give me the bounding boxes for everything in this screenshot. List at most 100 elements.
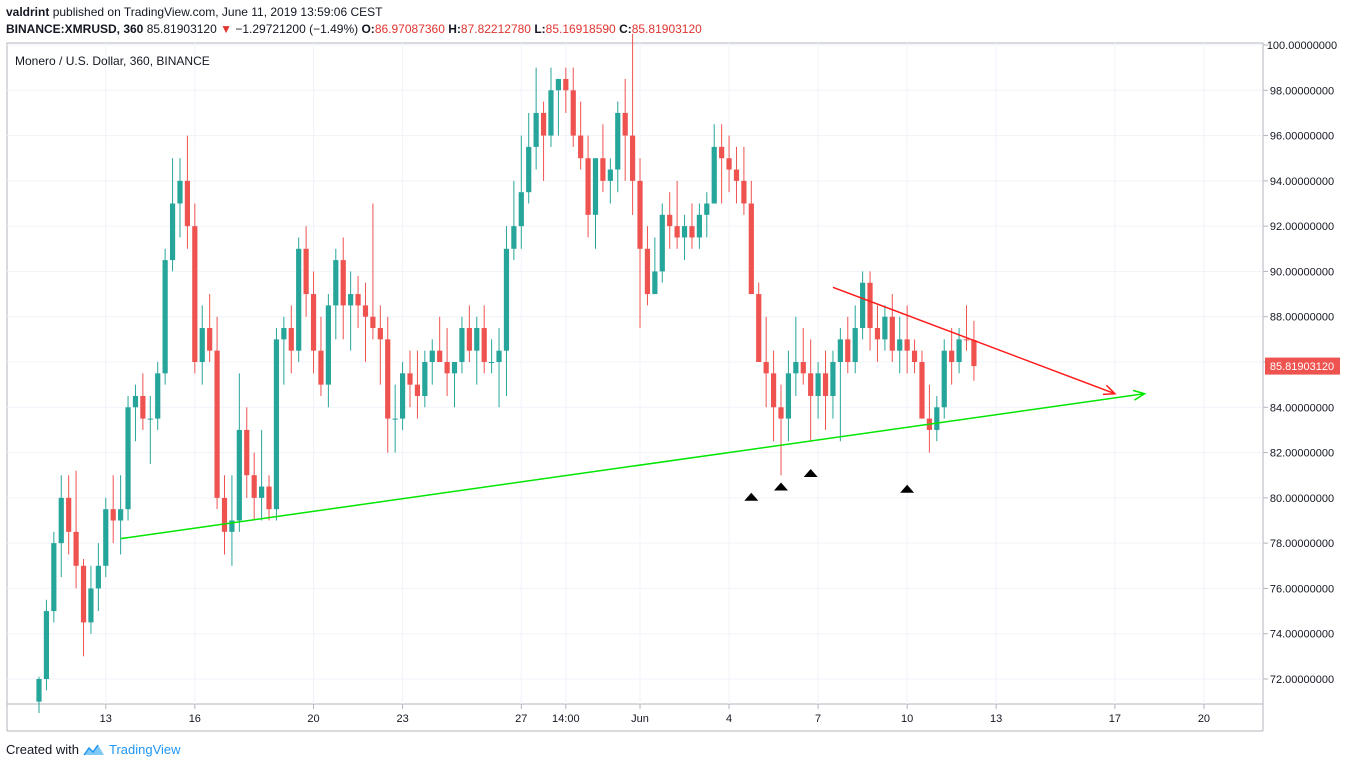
candle-body-up[interactable]: [422, 362, 428, 396]
candle-body-down[interactable]: [481, 328, 487, 362]
candle-body-up[interactable]: [88, 588, 94, 623]
candle-body-up[interactable]: [837, 339, 843, 362]
support-trendline[interactable]: [120, 392, 1145, 540]
candle-body-down[interactable]: [949, 350, 955, 362]
candle-body-up[interactable]: [704, 203, 710, 215]
candle-body-up[interactable]: [830, 362, 836, 396]
candle-body-up[interactable]: [496, 350, 502, 362]
candle-body-up[interactable]: [503, 248, 510, 351]
candle-body-down[interactable]: [763, 362, 769, 374]
candle-body-down[interactable]: [251, 475, 257, 498]
candle-body-up[interactable]: [897, 339, 903, 351]
candle-body-up[interactable]: [392, 418, 398, 420]
candle-body-up[interactable]: [58, 497, 64, 544]
candle-body-down[interactable]: [600, 158, 606, 181]
candle-body-down[interactable]: [904, 339, 910, 351]
candle-body-down[interactable]: [437, 350, 443, 362]
candle-body-up[interactable]: [296, 248, 302, 351]
candle-body-down[interactable]: [630, 135, 636, 181]
candle-body-up[interactable]: [860, 282, 866, 329]
candle-body-down[interactable]: [644, 248, 651, 295]
candle-body-down[interactable]: [207, 328, 213, 351]
candle-body-down[interactable]: [570, 90, 576, 136]
candle-body-up[interactable]: [555, 78, 561, 91]
candle-body-up[interactable]: [169, 203, 176, 261]
candle-body-down[interactable]: [340, 260, 346, 306]
candle-body-down[interactable]: [303, 248, 309, 295]
candle-body-down[interactable]: [756, 294, 762, 362]
candle-body-down[interactable]: [778, 407, 784, 419]
candle-body-up[interactable]: [518, 192, 524, 227]
candle-body-up[interactable]: [162, 260, 168, 374]
candle-body-up[interactable]: [429, 350, 435, 362]
candle-body-down[interactable]: [578, 135, 584, 159]
candle-body-up[interactable]: [459, 328, 465, 362]
candle-body-down[interactable]: [563, 78, 569, 91]
candle-body-up[interactable]: [36, 679, 42, 702]
candle-body-down[interactable]: [733, 169, 740, 181]
candle-body-up[interactable]: [199, 328, 205, 362]
candle-body-up[interactable]: [333, 260, 339, 306]
tradingview-brand[interactable]: TradingView: [108, 742, 181, 757]
candle-body-down[interactable]: [889, 316, 895, 351]
candle-body-down[interactable]: [770, 373, 777, 408]
candle-body-up[interactable]: [815, 373, 821, 396]
candle-body-down[interactable]: [310, 294, 317, 351]
candle-body-down[interactable]: [192, 226, 198, 362]
candle-body-up[interactable]: [548, 90, 554, 136]
author-name[interactable]: valdrint: [6, 5, 50, 19]
candle-body-up[interactable]: [882, 316, 888, 340]
candle-body-up[interactable]: [659, 214, 665, 272]
candle-body-down[interactable]: [822, 373, 829, 396]
candle-body-down[interactable]: [971, 340, 977, 367]
candle-body-down[interactable]: [540, 112, 547, 136]
candle-body-up[interactable]: [147, 418, 153, 420]
candle-body-down[interactable]: [667, 214, 673, 227]
candle-body-up[interactable]: [934, 407, 940, 430]
candle-body-down[interactable]: [370, 316, 376, 329]
candle-body-down[interactable]: [184, 180, 190, 227]
candle-body-up[interactable]: [474, 328, 480, 351]
candle-body-down[interactable]: [622, 112, 628, 136]
candle-body-up[interactable]: [155, 373, 161, 419]
candle-body-down[interactable]: [110, 509, 116, 521]
candle-body-up[interactable]: [177, 180, 183, 204]
candle-body-up[interactable]: [681, 226, 688, 238]
candle-body-up[interactable]: [236, 429, 242, 521]
candle-body-up[interactable]: [95, 565, 101, 589]
candle-body-down[interactable]: [637, 180, 643, 249]
candle-body-up[interactable]: [132, 395, 139, 408]
resistance-trendline[interactable]: [832, 286, 1116, 395]
candle-body-down[interactable]: [244, 429, 250, 476]
candle-body-down[interactable]: [73, 531, 79, 566]
candle-body-down[interactable]: [318, 350, 324, 385]
candle-body-up[interactable]: [785, 373, 792, 419]
candle-body-down[interactable]: [66, 497, 72, 532]
candle-body-down[interactable]: [726, 158, 732, 170]
candle-body-up[interactable]: [451, 362, 458, 374]
candle-body-up[interactable]: [526, 146, 532, 193]
candle-body-up[interactable]: [118, 509, 124, 521]
candle-body-down[interactable]: [911, 350, 918, 362]
candle-body-down[interactable]: [845, 339, 851, 362]
candle-body-down[interactable]: [407, 373, 413, 385]
candle-body-down[interactable]: [585, 158, 591, 215]
candle-body-down[interactable]: [385, 339, 391, 419]
candle-body-up[interactable]: [793, 362, 799, 374]
candle-body-up[interactable]: [103, 509, 109, 566]
candle-body-up[interactable]: [51, 543, 57, 612]
candle-body-up[interactable]: [696, 214, 702, 238]
candle-body-down[interactable]: [466, 328, 472, 351]
candle-body-down[interactable]: [80, 565, 87, 623]
candle-body-up[interactable]: [852, 328, 858, 362]
candle-body-down[interactable]: [874, 328, 881, 340]
candle-body-up[interactable]: [711, 146, 717, 204]
candle-body-up[interactable]: [941, 350, 947, 408]
candle-body-up[interactable]: [348, 294, 354, 306]
candle-body-down[interactable]: [689, 226, 695, 238]
candle-body-up[interactable]: [125, 407, 131, 510]
candle-body-down[interactable]: [266, 486, 272, 510]
candle-body-up[interactable]: [533, 112, 539, 147]
candle-body-up[interactable]: [489, 362, 495, 363]
